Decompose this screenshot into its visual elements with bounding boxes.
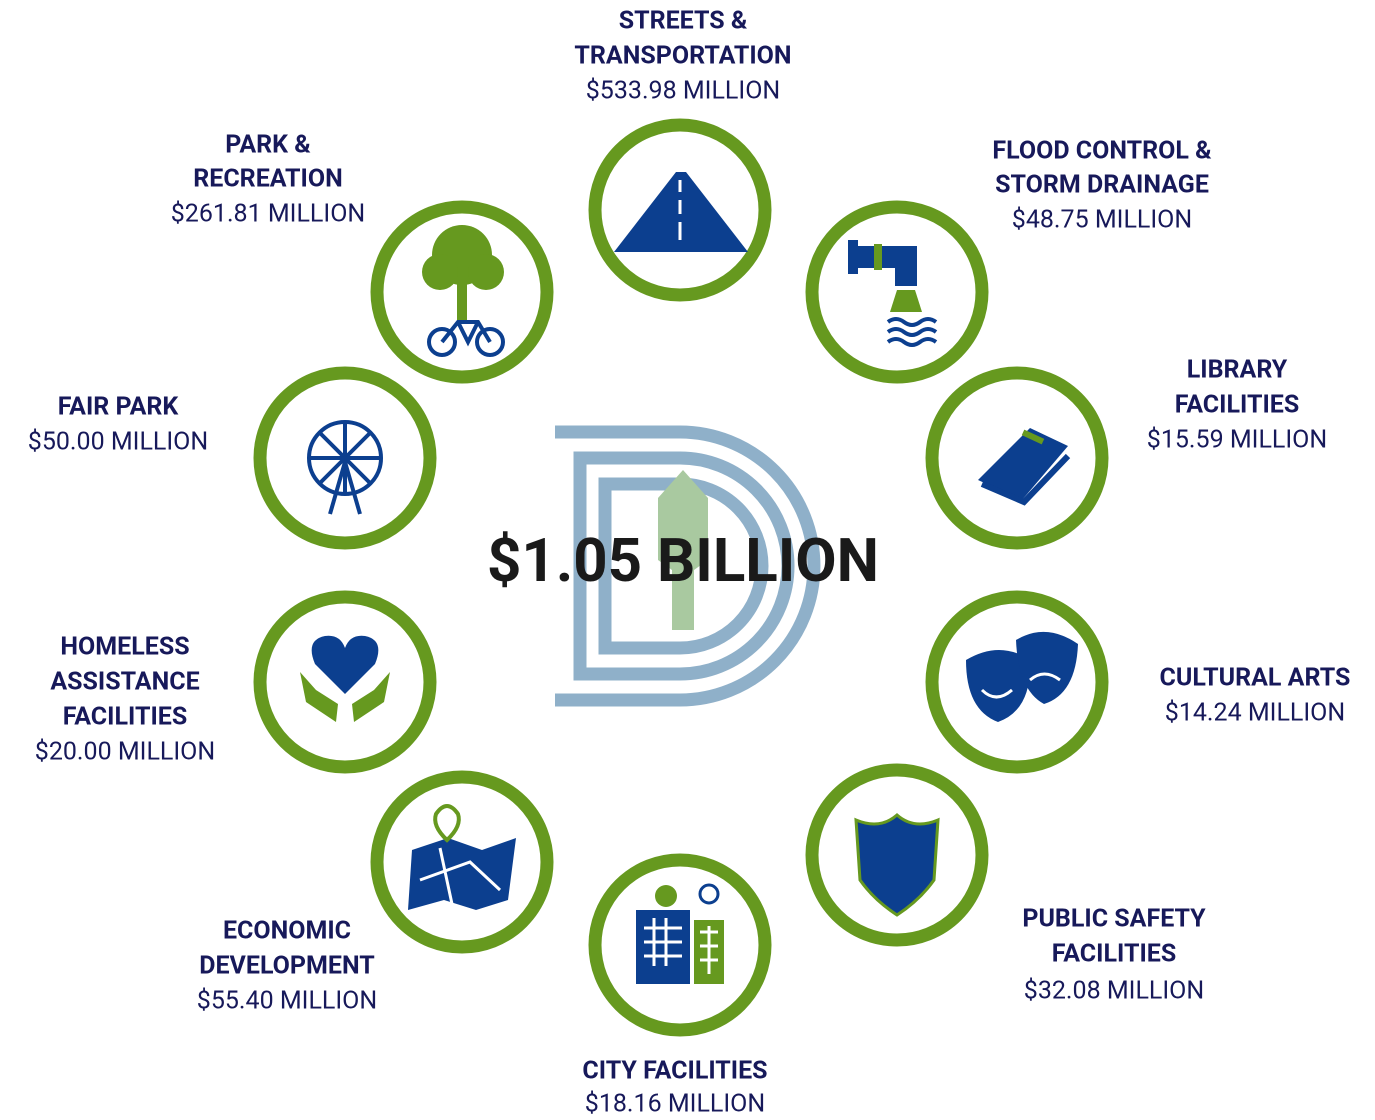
category-name: STREETS & [619, 7, 748, 36]
drain-icon [848, 240, 938, 347]
category-amount: $55.40 MILLION [197, 987, 377, 1016]
category-amount: $533.98 MILLION [586, 77, 780, 106]
category-amount: $50.00 MILLION [28, 428, 208, 457]
book-icon [978, 428, 1071, 506]
category-amount: $261.81 MILLION [171, 200, 365, 229]
category-name: CITY FACILITIES [582, 1057, 767, 1086]
category-amount: $18.16 MILLION [585, 1090, 765, 1119]
city-logo [555, 425, 821, 707]
category-name: TRANSPORTATION [574, 42, 791, 71]
heart-hands-icon [300, 635, 390, 722]
shield-icon [854, 813, 940, 917]
category-name: PARK & [225, 131, 311, 160]
buildings-icon [636, 883, 724, 984]
category-name: CULTURAL ARTS [1160, 664, 1351, 693]
category-name: DEVELOPMENT [199, 952, 375, 981]
center-total: $1.05 BILLION [487, 525, 879, 596]
category-name: FACILITIES [1052, 940, 1176, 969]
tree-bike-icon [422, 225, 505, 357]
category-amount: $14.24 MILLION [1165, 699, 1345, 728]
ferris-wheel-icon [307, 420, 383, 515]
category-name: STORM DRAINAGE [995, 171, 1209, 200]
category-name: PUBLIC SAFETY [1022, 905, 1206, 934]
category-name: HOMELESS [60, 633, 189, 662]
category-name: ASSISTANCE [50, 668, 199, 697]
category-name: FLOOD CONTROL & [992, 137, 1212, 166]
masks-icon [966, 631, 1078, 722]
category-amount: $32.08 MILLION [1024, 977, 1204, 1006]
map-icon [408, 804, 516, 910]
category-amount: $48.75 MILLION [1012, 206, 1192, 235]
labels: STREETS & TRANSPORTATION $533.98 MILLION… [28, 7, 1351, 1119]
category-amount: $15.59 MILLION [1147, 426, 1327, 455]
category-name: FAIR PARK [58, 393, 180, 422]
category-name: FACILITIES [63, 703, 187, 732]
category-name: ECONOMIC [223, 917, 351, 946]
road-icon [614, 172, 748, 252]
category-name: RECREATION [193, 165, 343, 194]
category-name: LIBRARY [1187, 356, 1288, 385]
category-name: FACILITIES [1175, 391, 1299, 420]
category-amount: $20.00 MILLION [35, 738, 215, 767]
